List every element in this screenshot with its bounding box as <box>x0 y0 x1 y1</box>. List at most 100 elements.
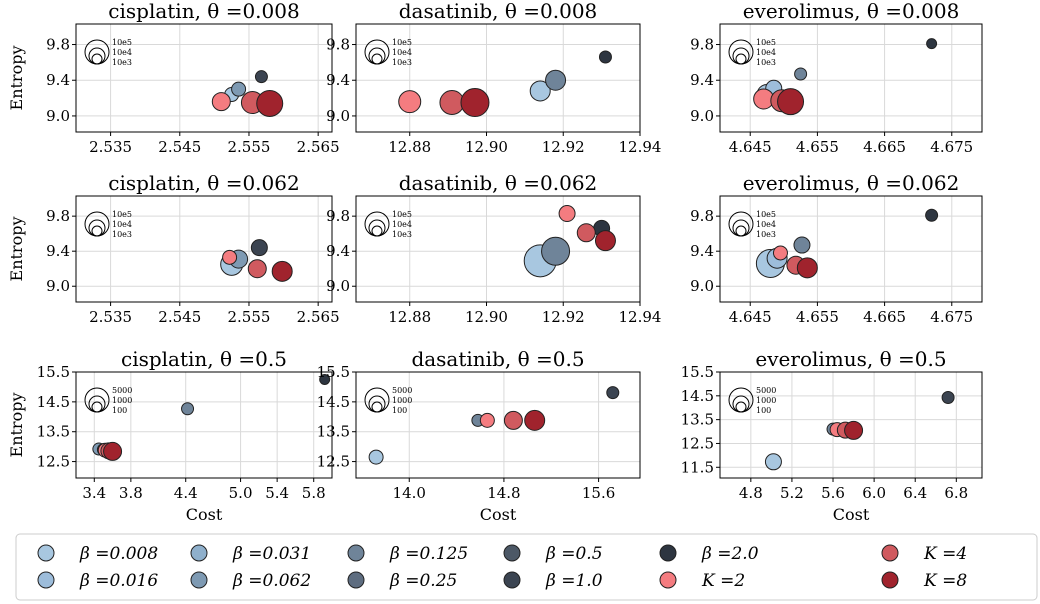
data-point <box>460 88 490 118</box>
legend-marker <box>37 544 55 562</box>
size-legend-circle <box>84 211 110 237</box>
legend-label: β =0.25 <box>389 571 457 591</box>
panel-title: cisplatin, θ =0.062 <box>108 171 299 195</box>
size-legend-circle <box>732 47 750 65</box>
size-legend-circle <box>364 211 390 237</box>
size-legend-circle <box>91 53 103 65</box>
y-tick-label: 9.4 <box>326 242 350 260</box>
size-legend-circle <box>735 401 747 413</box>
data-point <box>247 259 267 279</box>
size-legend-label: 10e5 <box>756 38 776 47</box>
data-point <box>479 412 495 428</box>
y-tick-label: 14.5 <box>681 387 714 405</box>
y-tick-label: 9.8 <box>326 36 350 54</box>
x-tick-label: 4.655 <box>796 308 839 326</box>
data-point <box>796 257 818 279</box>
y-tick-label: 9.0 <box>326 277 350 295</box>
x-tick-label: 4.675 <box>930 138 973 156</box>
size-legend-label: 1000 <box>112 396 132 405</box>
data-point <box>439 90 465 116</box>
y-tick-label: 13.5 <box>317 423 350 441</box>
size-legend-label: 100 <box>392 406 407 415</box>
legend-marker <box>881 571 899 589</box>
points <box>523 205 616 278</box>
legend-label: β =0.125 <box>389 544 468 564</box>
panel-title: dasatinib, θ =0.008 <box>399 0 598 23</box>
axes-frame <box>719 23 983 133</box>
points <box>755 208 939 279</box>
x-tick-label: 12.90 <box>465 138 508 156</box>
legend-label: K =8 <box>923 571 967 591</box>
size-legend-label: 10e3 <box>756 230 776 239</box>
x-tick-label: 14.8 <box>487 484 520 502</box>
legend-marker <box>503 544 521 562</box>
size-legend-circle <box>735 53 747 65</box>
x-tick-label: 3.4 <box>82 484 106 502</box>
y-axis-label: Entropy <box>7 217 26 282</box>
points <box>92 373 331 461</box>
y-tick-label: 15.5 <box>317 363 350 381</box>
data-point <box>181 402 195 416</box>
data-point <box>541 236 571 266</box>
legend-label: K =4 <box>923 544 967 564</box>
y-tick-label: 9.0 <box>326 107 350 125</box>
legend-label: β =0.008 <box>79 544 158 564</box>
size-legend-label: 5000 <box>756 386 776 395</box>
axes-frame <box>719 195 983 303</box>
axes-frame <box>75 371 333 479</box>
grid <box>76 196 332 302</box>
data-point <box>398 90 422 114</box>
y-axis-label: Entropy <box>7 393 26 458</box>
x-tick-label: 5.0 <box>229 484 253 502</box>
panel-4: 12.88 12.90 12.92 12.94 9.0 9.4 9.8 dasatinib, … <box>326 171 661 326</box>
x-tick-label: 12.94 <box>619 308 662 326</box>
x-tick-label: 4.675 <box>930 308 973 326</box>
legend-box <box>15 533 1038 601</box>
points <box>211 70 284 117</box>
size-legend-circle <box>364 387 390 413</box>
size-legend-label: 10e3 <box>756 58 776 67</box>
panel-7: 14.0 14.8 15.6 12.5 13.5 14.5 15.5 dasatinib, θ… <box>317 347 641 524</box>
size-legend-circle <box>91 401 103 413</box>
size-legend-label: 10e5 <box>392 38 412 47</box>
size-legend-label: 10e4 <box>392 48 412 57</box>
data-point <box>231 81 247 97</box>
size-legend-circle <box>88 395 106 413</box>
y-tick-label: 9.0 <box>46 277 70 295</box>
size-legend-circle <box>84 39 110 65</box>
axes-frame <box>355 195 641 303</box>
x-tick-label: 3.8 <box>119 484 143 502</box>
axes-frame <box>355 371 641 479</box>
panel-6: 3.4 3.8 4.4 5.0 5.4 5.8 12.5 13.5 14.5 15.5 cispla… <box>7 347 333 524</box>
y-tick-label: 15.5 <box>37 363 70 381</box>
data-point <box>793 236 811 254</box>
legend-marker <box>503 571 521 589</box>
x-tick-label: 4.4 <box>174 484 198 502</box>
data-point <box>222 249 238 265</box>
size-legend-label: 10e3 <box>392 58 412 67</box>
data-point <box>925 208 939 222</box>
legend-marker <box>347 544 365 562</box>
legend-marker <box>881 544 899 562</box>
x-tick-label: 5.2 <box>780 484 804 502</box>
x-tick-label: 12.88 <box>388 308 431 326</box>
panel-3: 2.535 2.545 2.555 2.565 9.0 9.4 9.8 cisplatin, … <box>7 171 340 326</box>
x-tick-label: 4.645 <box>729 308 772 326</box>
size-legend-label: 10e5 <box>112 210 132 219</box>
axes-frame <box>75 23 333 133</box>
data-point <box>368 449 384 465</box>
y-tick-label: 15.5 <box>681 363 714 381</box>
x-axis-label: Cost <box>186 505 223 524</box>
panel-title: dasatinib, θ =0.062 <box>399 171 598 195</box>
panel-8: 4.8 5.2 5.6 6.0 6.4 6.8 11.5 12.5 13.5 14.5 15.5 ev… <box>681 347 983 524</box>
x-tick-label: 2.565 <box>297 308 340 326</box>
data-point <box>254 70 268 84</box>
data-point <box>606 386 620 400</box>
grid <box>76 24 332 132</box>
size-legend-label: 10e4 <box>756 48 776 57</box>
